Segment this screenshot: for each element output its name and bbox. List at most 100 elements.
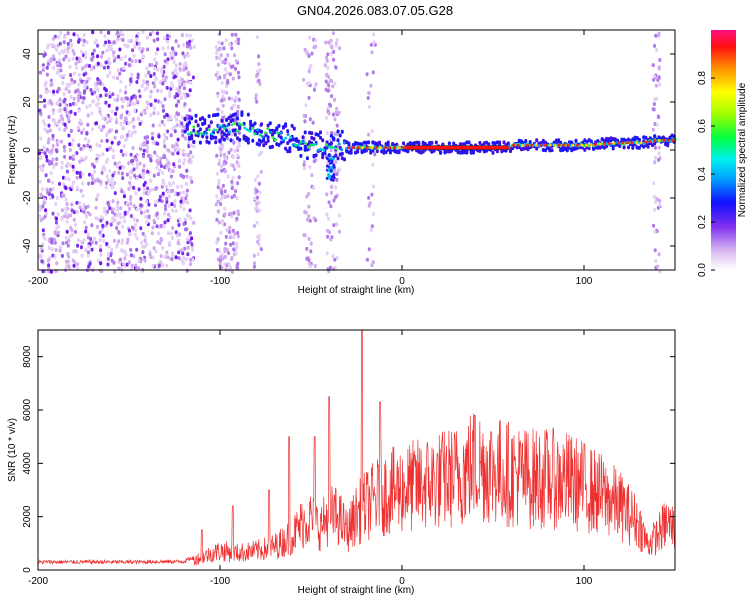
spectrogram-cell	[87, 139, 91, 143]
spectrogram-cell	[131, 130, 135, 135]
spectrogram-cell	[325, 55, 329, 60]
spectrogram-cell	[52, 36, 56, 41]
spectrogram-cell	[155, 159, 159, 164]
spectrogram-cell	[160, 119, 164, 124]
spectrogram-cell	[121, 238, 124, 243]
ridge-cell	[528, 140, 532, 144]
spectrogram-cell	[78, 118, 82, 123]
spectrogram-cell	[84, 51, 87, 56]
spectrogram-cell	[98, 244, 102, 249]
spectrogram-cell	[127, 39, 131, 43]
ridge-cell	[249, 119, 253, 124]
spectrogram-cell	[223, 206, 227, 211]
spectrogram-cell	[84, 229, 88, 234]
spectrogram-cell	[67, 58, 71, 63]
spectrogram-cell	[255, 99, 259, 104]
ridge-cell	[622, 145, 626, 150]
spectrogram-cell	[116, 204, 119, 209]
ridge-cell	[336, 138, 340, 143]
spectrogram-cell	[122, 190, 126, 195]
spectrogram-cell	[259, 247, 263, 252]
spectrogram-cell	[183, 157, 187, 162]
spectrogram-cell	[236, 112, 240, 117]
ridge-cell	[644, 135, 648, 140]
ridge-cell	[347, 141, 351, 146]
ridge-cell	[275, 127, 279, 132]
spectrogram-cell	[72, 217, 76, 222]
spectrogram-cell	[45, 154, 48, 159]
ridge-cell	[238, 126, 242, 131]
spectrogram-cell	[307, 95, 311, 100]
ridge-cell	[574, 138, 578, 143]
spectrogram-cell	[126, 237, 130, 242]
spectrogram-cell	[47, 137, 51, 142]
spectrogram-cell	[308, 165, 312, 169]
spectrogram-cell	[95, 153, 99, 158]
spectrogram-cell	[66, 161, 70, 166]
spectrogram-cell	[52, 54, 56, 59]
spectrogram-cell	[81, 181, 85, 186]
ridge-cell	[452, 141, 456, 146]
spectrogram-cell	[73, 79, 77, 84]
spectrogram-cell	[372, 184, 376, 189]
spectrogram-cell	[79, 147, 83, 151]
ridge-cell	[589, 143, 593, 147]
spectrogram-cell	[129, 79, 133, 84]
spectrogram-cell	[309, 264, 312, 269]
ridge-cell	[185, 124, 189, 129]
spectrogram-cell	[167, 212, 170, 217]
spectrogram-cell	[233, 98, 237, 103]
spectrogram-cell	[140, 83, 144, 88]
spectrogram-cell	[332, 223, 336, 228]
ridge-cell	[343, 157, 346, 162]
spectrogram-cell	[61, 175, 65, 180]
spectrogram-cell	[152, 72, 156, 76]
ridge-cell	[369, 150, 373, 155]
spectrogram-cell	[129, 253, 133, 258]
spectrogram-cell	[231, 155, 235, 160]
ridge-cell	[337, 142, 341, 146]
spectrogram-cell	[329, 51, 333, 56]
spectrogram-cell	[45, 187, 49, 192]
spectrogram-cell	[165, 85, 169, 90]
spectrogram-cell	[120, 248, 124, 253]
spectrogram-cell	[121, 33, 125, 37]
spectrogram-cell	[158, 123, 162, 128]
ridge-cell	[370, 146, 374, 150]
spectrogram-cell	[652, 102, 656, 106]
spectrogram-cell	[56, 142, 59, 147]
spectrogram-cell	[90, 247, 94, 252]
spectrogram-cell	[334, 160, 338, 165]
spectrogram-cell	[106, 256, 110, 261]
spectrogram-cell	[98, 106, 102, 111]
spectrogram-cell	[185, 193, 189, 198]
spectrogram-cell	[68, 155, 72, 160]
spectrogram-cell	[109, 117, 113, 121]
ridge-cell	[603, 142, 607, 146]
spectrogram-cell	[253, 196, 257, 201]
spectrogram-cell	[159, 80, 162, 85]
spectrogram-cell	[106, 262, 110, 267]
spectrogram-cell	[94, 240, 98, 245]
spectrogram-cell	[137, 41, 141, 46]
spectrogram-cell	[237, 143, 241, 148]
spectrogram-cell	[84, 136, 87, 141]
spectrogram-cell	[236, 148, 240, 153]
colorbar-tick-label: 0.8	[697, 71, 708, 85]
spectrogram-cell	[129, 214, 133, 218]
spectrogram-cell	[236, 234, 240, 239]
spectrogram-cell	[179, 199, 183, 204]
ridge-cell	[317, 148, 321, 152]
ridge-cell	[535, 138, 539, 143]
spectrogram-cell	[139, 203, 143, 208]
spectrogram-cell	[230, 195, 234, 200]
ridge-cell	[268, 121, 272, 126]
spectrogram-cell	[653, 207, 657, 212]
spectrogram-cell	[255, 189, 259, 193]
ridge-cell	[544, 143, 547, 147]
spectrogram-cell	[61, 241, 65, 246]
ridge-cell	[379, 146, 383, 150]
spectrogram-cell	[370, 192, 374, 197]
spectrogram-cell	[165, 250, 169, 255]
